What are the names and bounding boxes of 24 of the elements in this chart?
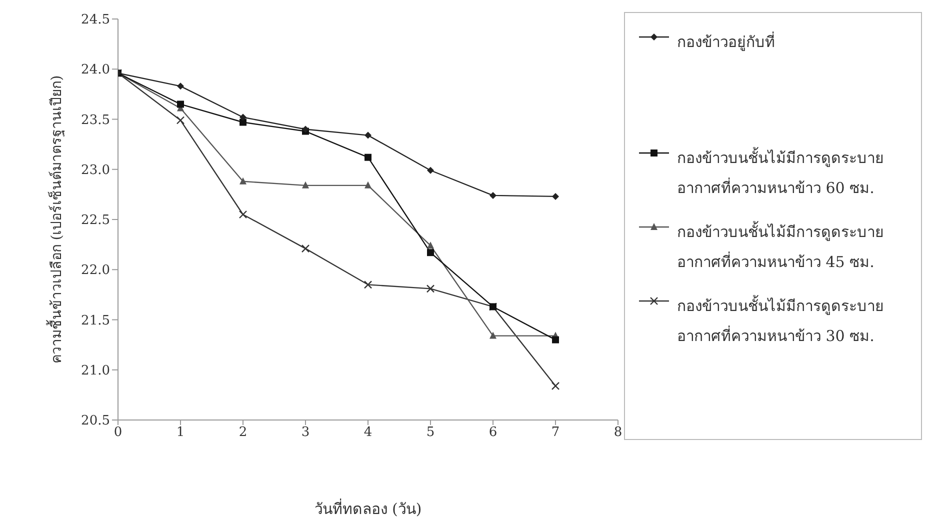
- legend-label: กองข้าวบนชั้นไม้มีการดูดระบายอากาศที่ความหนาข้าว 45 ซม.: [677, 220, 885, 273]
- legend-label: กองข้าวบนชั้นไม้มีการดูดระบายอากาศที่ความหนาข้าว 30 ซม.: [677, 294, 885, 347]
- x-tick-label: 0: [114, 425, 122, 440]
- y-tick-label: 23.0: [81, 162, 110, 178]
- y-tick-label: 24.5: [81, 12, 110, 28]
- y-axis-title: ความชื้นข้าวเปลือก (เปอร์เซ็นต์มาตรฐานเปียก): [46, 75, 65, 364]
- y-tick-label: 22.5: [81, 213, 110, 228]
- x-tick-label: 7: [551, 425, 560, 440]
- y-tick-label: 21.5: [81, 313, 110, 328]
- x-tick-label: 4: [364, 425, 372, 440]
- x-axis-title: วันที่ทดลอง (วัน): [314, 498, 422, 518]
- y-tick-label: 23.5: [81, 112, 110, 128]
- y-tick-label: 22.0: [81, 263, 110, 278]
- x-tick-label: 3: [301, 425, 310, 440]
- y-tick-label: 24.0: [81, 62, 110, 78]
- legend-label: กองข้าวอยู่กับที่: [677, 30, 776, 53]
- x-tick-label: 1: [176, 425, 185, 440]
- x-tick-label: 5: [426, 425, 435, 440]
- legend-label: กองข้าวบนชั้นไม้มีการดูดระบายอากาศที่ความหนาข้าว 60 ซม.: [677, 146, 885, 199]
- x-tick-label: 2: [238, 425, 248, 440]
- x-tick-label: 6: [488, 425, 498, 440]
- x-tick-label: 8: [614, 425, 622, 440]
- y-tick-label: 20.5: [81, 414, 110, 429]
- y-tick-label: 21.0: [81, 363, 110, 378]
